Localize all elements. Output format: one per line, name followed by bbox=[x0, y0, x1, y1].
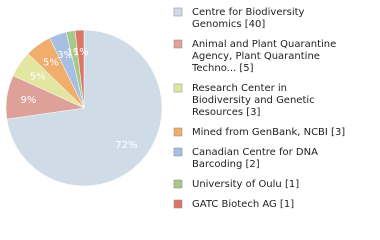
slice-label: 3% bbox=[57, 50, 73, 61]
slice-label: 72% bbox=[115, 140, 137, 151]
legend-label: GATC Biotech AG [1] bbox=[192, 199, 294, 210]
legend-label: Agency, Plant Quarantine bbox=[192, 51, 320, 62]
legend-label: Resources [3] bbox=[192, 107, 261, 118]
legend-label: Genomics [40] bbox=[192, 19, 265, 30]
legend-label: Canadian Centre for DNA bbox=[192, 147, 318, 158]
legend-label: University of Oulu [1] bbox=[192, 179, 299, 190]
slice-label: 5% bbox=[30, 71, 46, 82]
slice-label: 1% bbox=[66, 48, 82, 59]
legend-label: Animal and Plant Quarantine bbox=[192, 39, 336, 50]
slice-label: 5% bbox=[43, 58, 59, 69]
legend-label: Barcoding [2] bbox=[192, 159, 260, 170]
legend-swatch bbox=[173, 7, 183, 17]
legend-swatch bbox=[173, 199, 183, 209]
legend-label: Research Center in bbox=[192, 83, 287, 94]
legend-swatch bbox=[173, 39, 183, 49]
legend-swatch bbox=[173, 83, 183, 93]
legend-label: Mined from GenBank, NCBI [3] bbox=[192, 127, 345, 138]
slice-label: 1% bbox=[73, 47, 89, 58]
slice-label: 9% bbox=[20, 95, 36, 106]
legend-swatch bbox=[173, 179, 183, 189]
legend-label: Techno... [5] bbox=[191, 63, 254, 74]
pie-slice bbox=[74, 29, 85, 109]
legend-label: Centre for Biodiversity bbox=[192, 7, 305, 18]
legend-label: Biodiversity and Genetic bbox=[192, 95, 315, 106]
legend-swatch bbox=[173, 147, 183, 157]
legend-swatch bbox=[173, 127, 183, 137]
